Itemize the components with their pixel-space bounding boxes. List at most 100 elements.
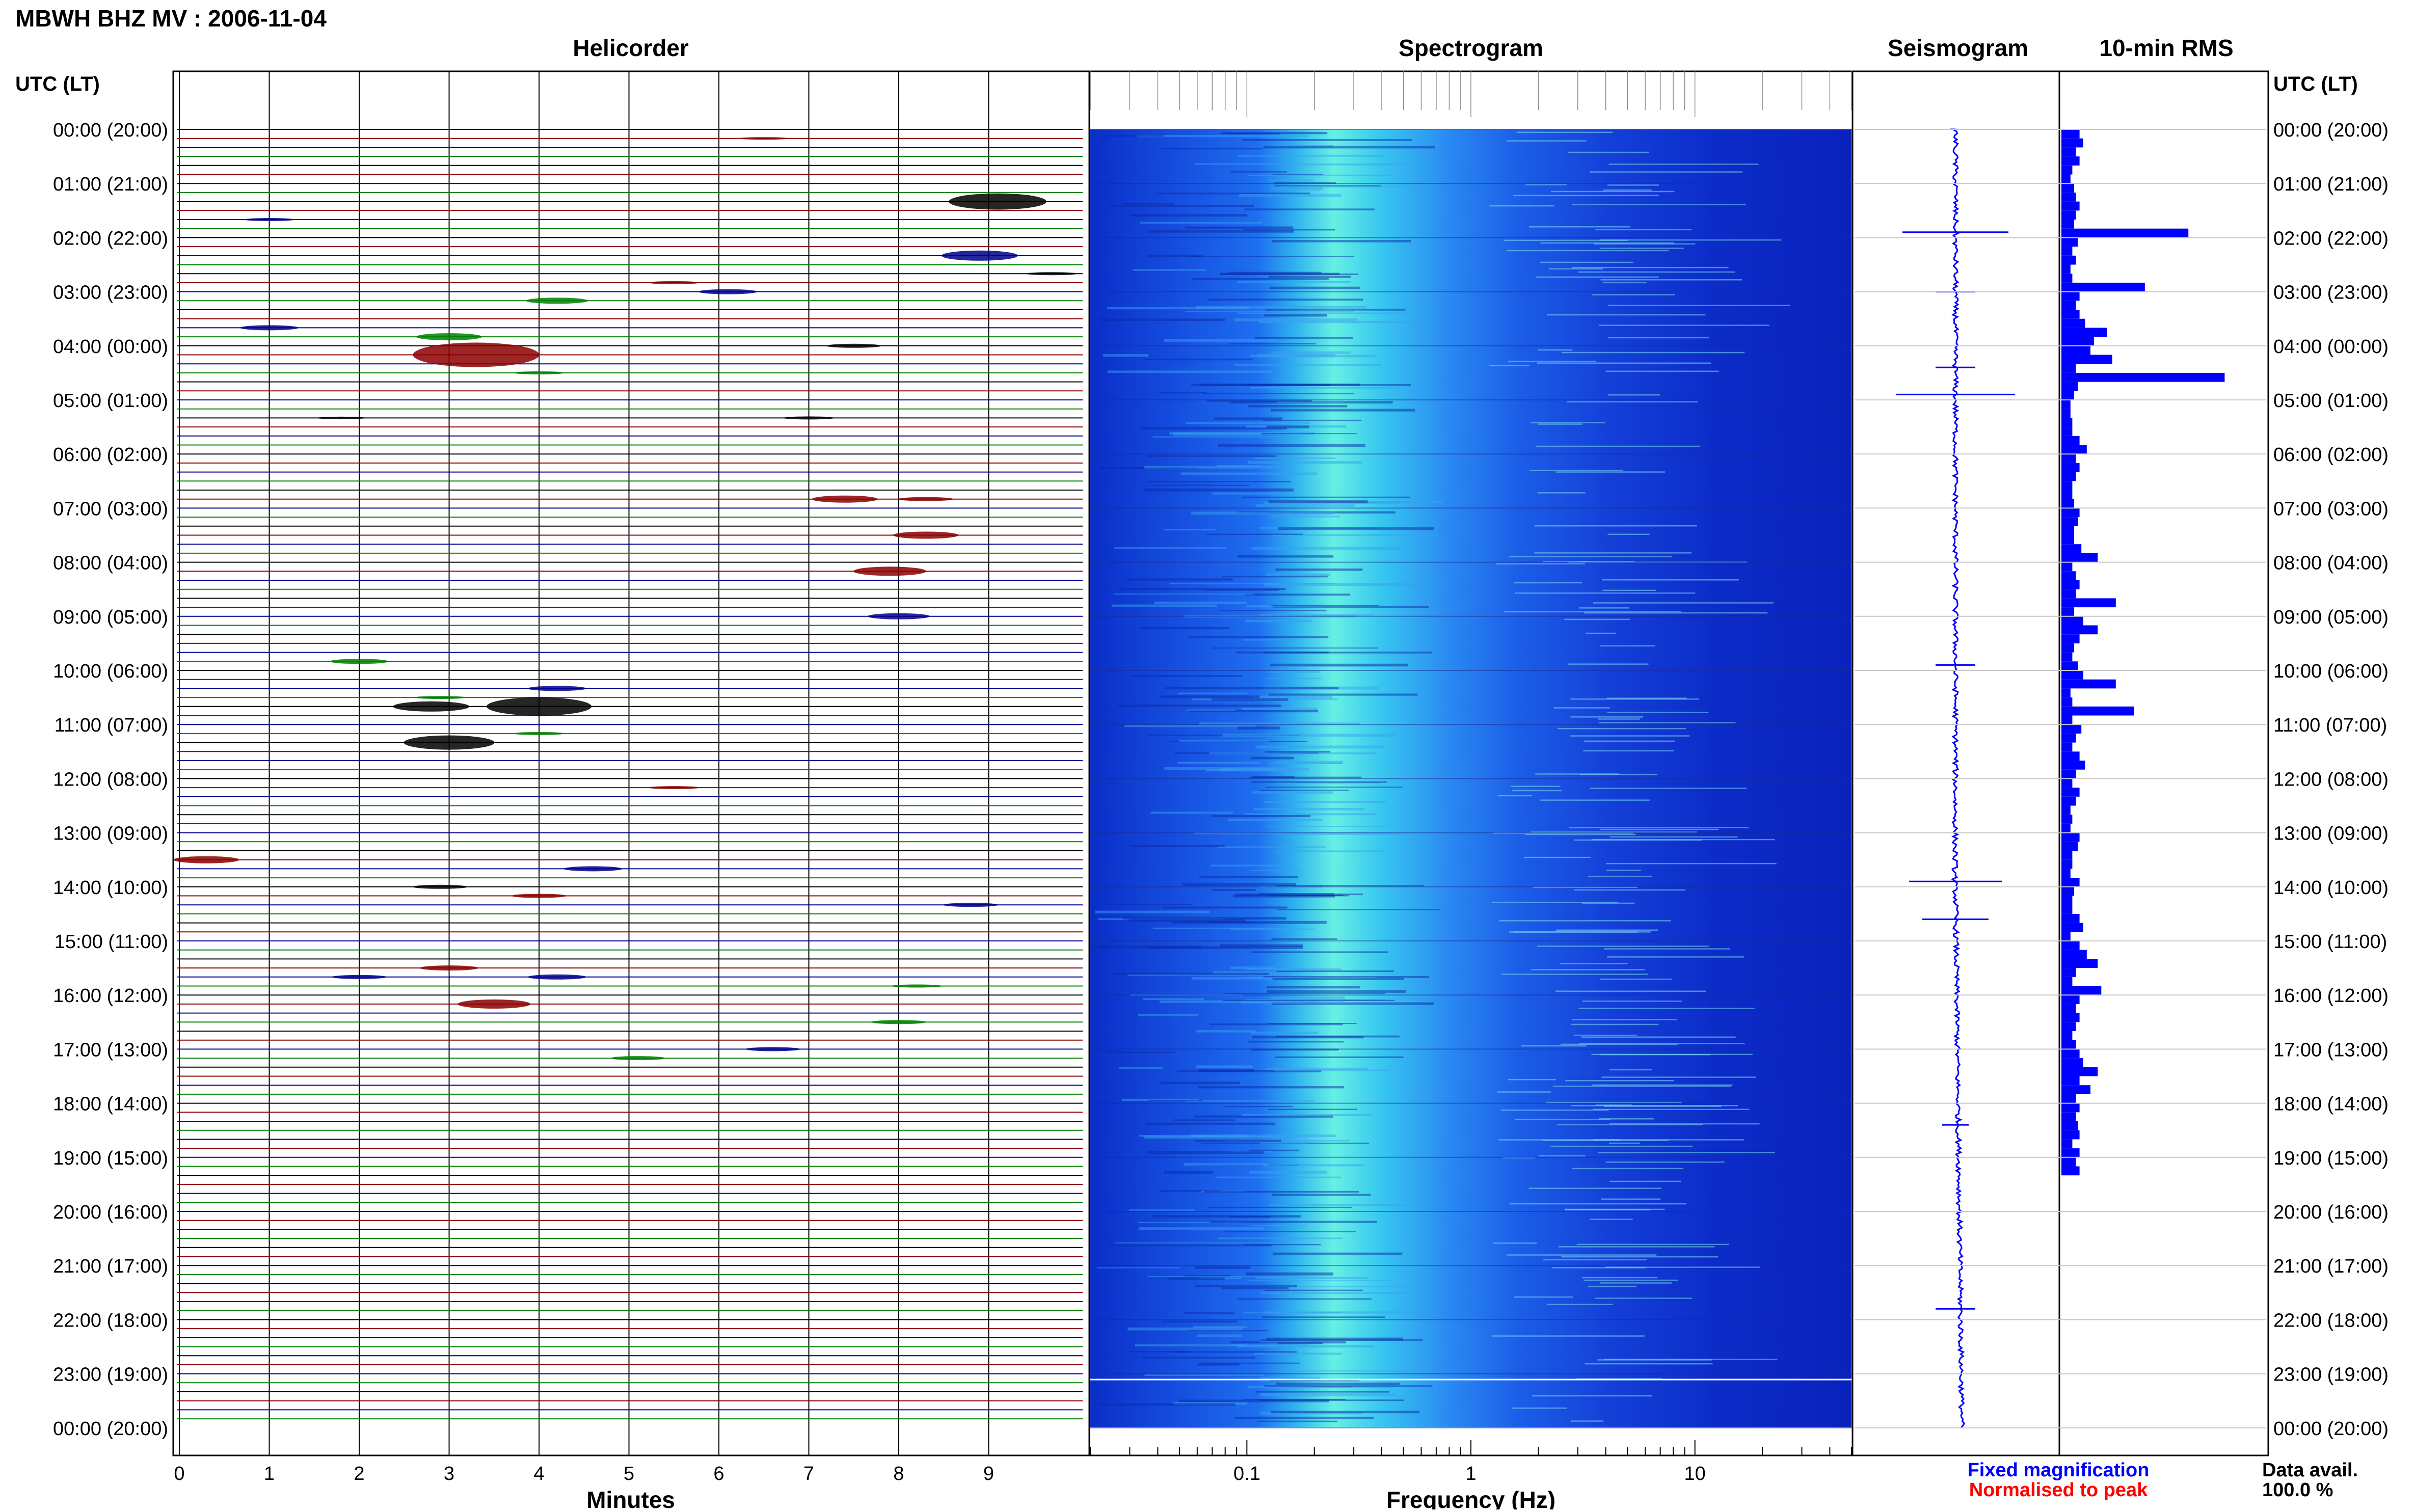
- spectrogram-streak: [1145, 1122, 1276, 1125]
- time-label-right: 12:00 (08:00): [2273, 769, 2389, 790]
- time-label-left: 18:00 (14:00): [53, 1094, 168, 1115]
- spectrogram-streak: [1222, 734, 1394, 737]
- spectrogram-streak: [1497, 1091, 1551, 1093]
- spectrogram-streak: [1140, 426, 1287, 430]
- spectrogram-streak: [1524, 833, 1636, 835]
- spectrogram-streak: [1536, 276, 1659, 278]
- spectrogram-streak: [1177, 692, 1248, 694]
- spectrogram-streak: [1128, 1327, 1243, 1331]
- seismic-event: [526, 298, 588, 304]
- spectrogram-streak: [1243, 639, 1291, 641]
- time-label-right: 14:00 (10:00): [2273, 877, 2389, 899]
- spectrogram-streak: [1245, 1244, 1321, 1246]
- spectrogram-streak: [1274, 534, 1438, 536]
- spectrogram-streak: [1543, 1259, 1647, 1261]
- rms-bar: [2061, 1166, 2080, 1176]
- seismic-event: [871, 1020, 926, 1024]
- spectrogram-streak: [1142, 358, 1253, 361]
- spectrogram-streak: [1509, 556, 1673, 557]
- spectrogram-streak: [1243, 1398, 1346, 1400]
- rms-bar: [2061, 724, 2082, 734]
- spectrogram-streak: [1578, 1008, 1755, 1009]
- rms-bar: [2061, 201, 2080, 211]
- spectrogram-streak: [1184, 1312, 1235, 1314]
- spectrogram-streak: [1555, 990, 1706, 992]
- rms-bar: [2061, 553, 2098, 562]
- spectrogram-streak: [1222, 576, 1328, 578]
- spectrogram-streak: [1260, 1393, 1397, 1396]
- spectrogram-streak: [1552, 1086, 1731, 1087]
- spectrogram-streak: [1194, 832, 1297, 834]
- helicorder-panel-title: Helicorder: [573, 35, 689, 61]
- spectrogram-streak: [1099, 318, 1225, 321]
- spectrogram-streak: [1185, 256, 1354, 257]
- utc-label-left: UTC (LT): [15, 73, 100, 95]
- time-label-right: 07:00 (03:00): [2273, 498, 2389, 520]
- rms-bar: [2061, 878, 2080, 887]
- spectrogram-streak: [1107, 307, 1249, 310]
- spectrogram-streak: [1154, 601, 1247, 605]
- spectrogram-streak: [1559, 1246, 1715, 1248]
- spectrogram-streak: [1151, 484, 1250, 486]
- spectrogram-streak: [1210, 1221, 1377, 1223]
- spectrogram-streak: [1138, 1014, 1198, 1016]
- spectrogram-streak: [1196, 306, 1366, 309]
- spectrogram-streak: [1133, 269, 1206, 271]
- spectrogram-streak: [1180, 472, 1317, 475]
- spectrogram-streak: [1597, 1359, 1712, 1361]
- spectrogram-streak: [1183, 883, 1296, 886]
- spectrogram-streak: [1498, 1139, 1620, 1141]
- spectrogram-streak: [1113, 593, 1253, 595]
- time-label-left: 23:00 (19:00): [53, 1364, 168, 1386]
- spectrogram-streak: [1191, 511, 1334, 515]
- spectrogram-streak: [1245, 619, 1312, 623]
- seismic-event: [458, 999, 531, 1009]
- spectrogram-streak: [1253, 807, 1364, 811]
- spectrogram-streak: [1507, 1254, 1657, 1256]
- spectrogram-streak: [1230, 1341, 1346, 1344]
- spectrogram-streak: [1252, 1036, 1364, 1039]
- spectrogram-streak: [1515, 1119, 1611, 1120]
- spectrogram-streak: [1242, 139, 1412, 141]
- rms-bar: [2061, 562, 2073, 572]
- rms-bar: [2061, 337, 2095, 346]
- time-label-right: 23:00 (19:00): [2273, 1364, 2389, 1386]
- seismic-event: [812, 495, 878, 503]
- spectrogram-streak: [1552, 1267, 1646, 1268]
- spectrogram-streak: [1159, 1082, 1240, 1085]
- spectrogram-streak: [1164, 1171, 1214, 1174]
- spectrogram-streak: [1594, 243, 1696, 245]
- spectrogram-streak: [1211, 815, 1310, 818]
- spectrogram-streak: [1238, 154, 1385, 157]
- time-label-left: 13:00 (09:00): [53, 823, 168, 845]
- spectrogram-streak: [1567, 401, 1698, 402]
- spectrogram-streak: [1530, 470, 1623, 471]
- spectrogram-streak: [1255, 745, 1384, 749]
- spectrogram-streak: [1108, 1244, 1272, 1247]
- spectrogram-streak: [1266, 986, 1360, 989]
- spectrogram-streak: [1538, 423, 1582, 425]
- time-label-right: 22:00 (18:00): [2273, 1310, 2389, 1331]
- spectrogram-streak: [1251, 547, 1402, 550]
- spectrogram-streak: [1195, 1266, 1251, 1269]
- spectrogram-streak: [1248, 1149, 1300, 1151]
- spectrogram-streak: [1275, 568, 1363, 571]
- spectrogram-streak: [1160, 695, 1260, 698]
- minute-tick-label: 5: [624, 1463, 634, 1484]
- spectrogram-streak: [1274, 968, 1341, 971]
- spectrogram-streak: [1248, 174, 1393, 176]
- legend-fixed-magnification: Fixed magnification: [1968, 1460, 2150, 1481]
- seismic-event: [393, 701, 470, 712]
- spectrogram-streak: [1557, 1124, 1703, 1125]
- spectrogram-streak: [1606, 862, 1777, 865]
- spectrogram-streak: [1524, 856, 1591, 858]
- rms-bar: [2061, 715, 2073, 725]
- rms-bar: [2061, 1157, 2076, 1167]
- spectrogram-streak: [1537, 492, 1586, 494]
- spectrogram-streak: [1235, 364, 1382, 366]
- spectrogram-streak: [1265, 1289, 1363, 1291]
- time-label-right: 06:00 (02:00): [2273, 444, 2389, 466]
- spectrogram-streak: [1581, 1036, 1736, 1038]
- spectrogram-streak: [1279, 185, 1426, 187]
